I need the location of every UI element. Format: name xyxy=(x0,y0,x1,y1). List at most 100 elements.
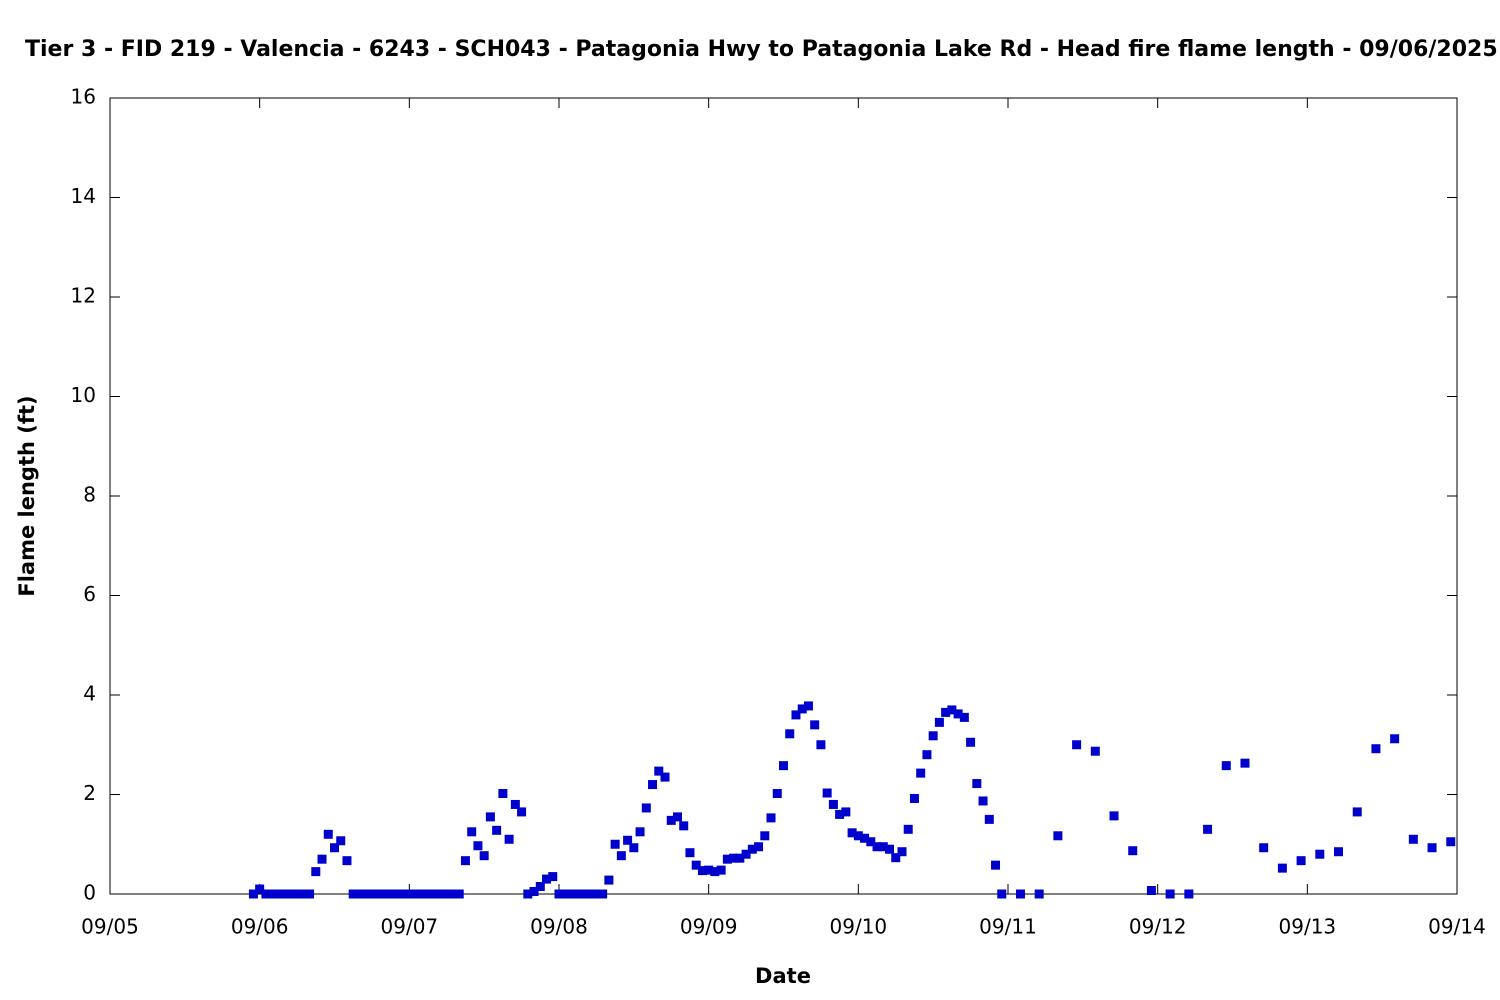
data-point xyxy=(386,889,396,899)
data-point xyxy=(972,779,982,789)
data-point xyxy=(460,856,470,866)
data-point xyxy=(248,889,258,899)
data-point xyxy=(922,750,932,760)
data-point xyxy=(878,842,888,852)
data-point xyxy=(760,831,770,841)
data-point xyxy=(317,854,327,864)
data-point xyxy=(330,843,339,853)
data-point xyxy=(835,809,845,819)
data-point xyxy=(928,731,938,741)
x-tick-label: 09/08 xyxy=(530,915,588,939)
data-point xyxy=(1427,843,1437,853)
data-point xyxy=(997,889,1007,899)
x-tick-label: 09/07 xyxy=(381,915,439,939)
data-point xyxy=(1203,824,1213,834)
data-point xyxy=(398,889,408,899)
data-point xyxy=(1371,744,1381,754)
data-point xyxy=(305,889,315,899)
data-point xyxy=(417,889,427,899)
data-point xyxy=(1184,889,1194,899)
data-point xyxy=(323,829,333,839)
data-point xyxy=(816,740,826,750)
data-point xyxy=(523,889,533,899)
data-point xyxy=(660,772,670,782)
x-tick-label: 09/10 xyxy=(830,915,888,939)
data-point xyxy=(548,872,558,882)
data-point xyxy=(354,889,364,899)
data-point xyxy=(1221,761,1231,771)
data-point xyxy=(485,812,495,822)
data-point xyxy=(579,889,589,899)
data-point xyxy=(1128,846,1138,856)
data-point xyxy=(897,847,907,857)
data-point xyxy=(1090,746,1100,756)
data-point xyxy=(510,799,520,809)
x-tick-label: 09/09 xyxy=(680,915,738,939)
data-point xyxy=(1277,863,1287,873)
data-point xyxy=(467,827,477,837)
data-point xyxy=(810,720,820,730)
x-tick-label: 09/14 xyxy=(1428,915,1486,939)
data-point xyxy=(991,860,1001,870)
data-point xyxy=(1259,843,1269,853)
data-point xyxy=(766,813,776,823)
data-point xyxy=(966,737,976,747)
data-point xyxy=(429,889,439,899)
data-point xyxy=(772,789,782,799)
y-tick-label: 6 xyxy=(83,582,96,606)
data-point xyxy=(610,839,620,849)
data-point xyxy=(504,834,514,844)
data-point xyxy=(411,889,421,899)
data-point xyxy=(803,701,813,711)
data-point xyxy=(517,807,527,817)
data-point xyxy=(1352,807,1362,817)
y-tick-label: 8 xyxy=(83,483,96,507)
chart-title: Tier 3 - FID 219 - Valencia - 6243 - SCH… xyxy=(25,37,1500,62)
data-point xyxy=(704,865,714,875)
data-point xyxy=(666,815,676,825)
data-point xyxy=(629,843,639,853)
data-point xyxy=(566,889,576,899)
data-point xyxy=(498,789,508,799)
data-point xyxy=(947,705,957,715)
data-point xyxy=(872,842,882,852)
data-point xyxy=(1072,740,1082,750)
y-tick-label: 4 xyxy=(83,682,96,706)
data-point xyxy=(1146,886,1156,896)
data-point xyxy=(679,821,689,831)
data-point xyxy=(1315,849,1325,859)
data-point xyxy=(710,867,720,877)
data-point xyxy=(853,831,863,841)
data-point xyxy=(311,867,321,877)
data-point xyxy=(1446,837,1456,847)
data-point xyxy=(735,853,745,863)
data-point xyxy=(273,889,283,899)
y-tick-label: 16 xyxy=(71,85,96,109)
data-point xyxy=(292,889,302,899)
data-point xyxy=(623,835,633,845)
data-point xyxy=(791,710,801,720)
data-point xyxy=(542,874,552,884)
x-tick-label: 09/06 xyxy=(231,915,289,939)
data-point xyxy=(916,768,926,778)
data-point xyxy=(978,796,988,806)
data-point xyxy=(280,889,290,899)
plot-frame xyxy=(109,97,1458,895)
x-tick-label: 09/05 xyxy=(81,915,139,939)
data-point xyxy=(779,761,788,771)
data-point xyxy=(797,704,807,714)
y-tick-label: 0 xyxy=(83,881,96,905)
data-point xyxy=(959,712,969,722)
data-point xyxy=(616,851,626,861)
data-point xyxy=(255,884,265,894)
data-point xyxy=(691,860,701,870)
data-point xyxy=(729,853,739,863)
data-point xyxy=(953,709,963,719)
data-point xyxy=(641,803,651,813)
x-tick-label: 09/11 xyxy=(979,915,1037,939)
data-point xyxy=(286,889,296,899)
data-point xyxy=(423,889,433,899)
data-point xyxy=(1390,734,1400,744)
data-point xyxy=(941,707,951,717)
data-point xyxy=(392,889,402,899)
